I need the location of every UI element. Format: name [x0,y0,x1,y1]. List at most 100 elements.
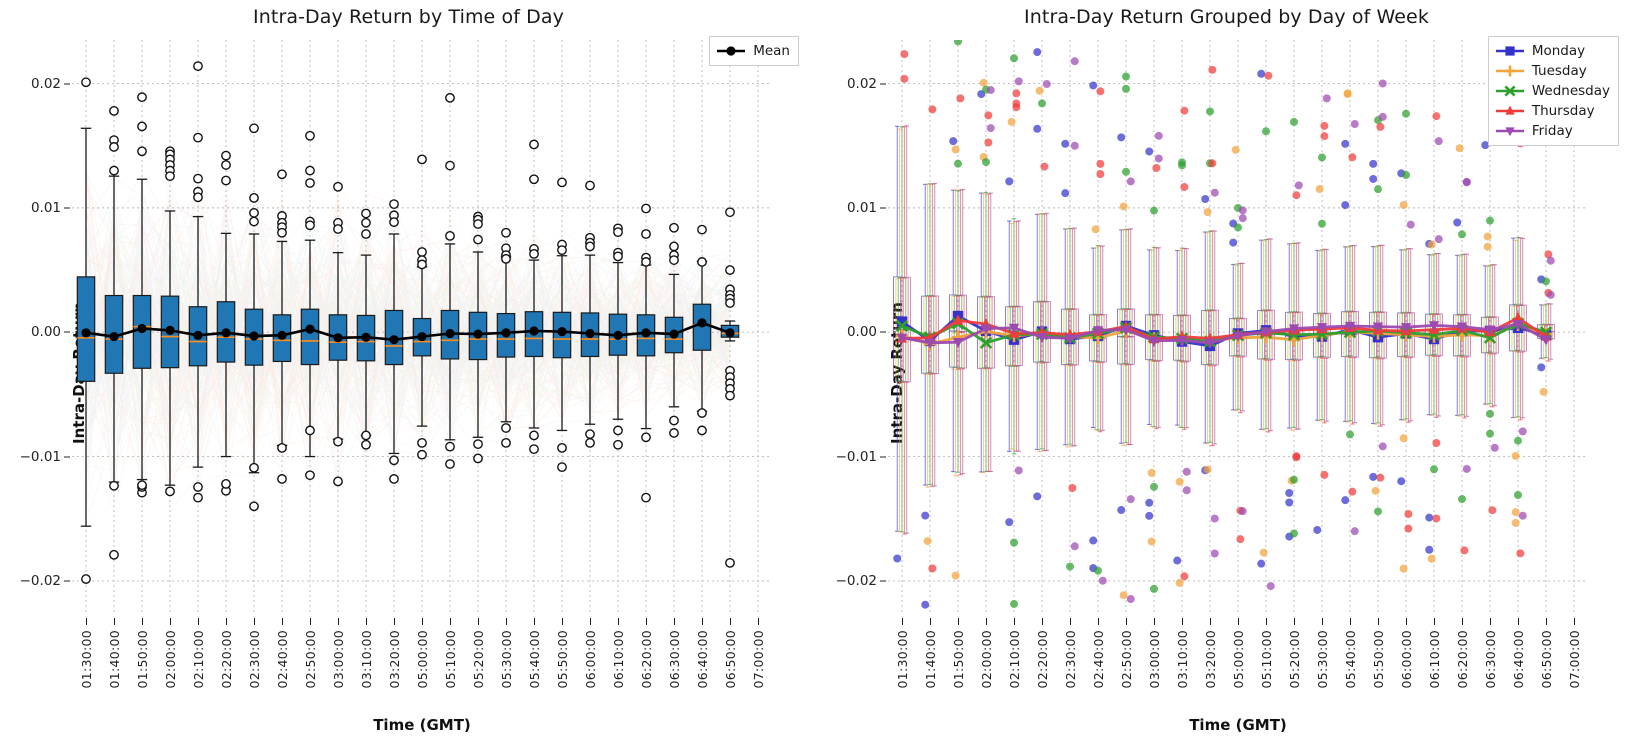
x-tick-mark [309,618,311,625]
plot-area-right [888,40,1588,612]
legend-label: Thursday [1531,103,1595,119]
x-tick-mark [533,618,535,625]
x-tick-label: 05:00:00 [415,630,430,689]
x-tick-mark [729,618,731,625]
x-tick-label: 07:00:00 [1567,630,1582,689]
x-tick-mark [421,618,423,625]
x-tick-label: 05:10:00 [443,630,458,689]
x-tick-label: 06:10:00 [1427,630,1442,689]
legend-left[interactable]: Mean [709,36,799,66]
x-tick-mark [1321,618,1323,625]
legend-item-friday[interactable]: Friday [1495,121,1610,141]
x-tick-label: 06:50:00 [1539,630,1554,689]
x-tick-labels-left: 01:30:00 01:40:00 01:50:00 02:00:00 02:10:00… [72,618,772,746]
x-tick-label: 05:20:00 [471,630,486,689]
x-tick-label: 06:20:00 [639,630,654,689]
y-tick-label: −0.02 [19,572,61,589]
y-tick-mark [64,331,70,333]
x-tick-mark [113,618,115,625]
x-tick-mark [1265,618,1267,625]
x-tick-label: 02:50:00 [1119,630,1134,689]
x-tick-label: 01:50:00 [951,630,966,689]
x-tick-mark [589,618,591,625]
x-tick-label: 02:20:00 [219,630,234,689]
x-tick-mark [1069,618,1071,625]
legend-swatch-triangle-up-icon [1495,105,1524,115]
x-tick-label: 02:10:00 [1007,630,1022,689]
y-tick-mark [64,456,70,458]
y-tick-mark [64,83,70,85]
x-tick-mark [1461,618,1463,625]
x-tick-mark [169,618,171,625]
x-tick-mark [1349,618,1351,625]
legend-label: Tuesday [1531,63,1587,79]
y-tick-label: 0.00 [30,324,61,341]
legend-swatch-x-icon [1495,85,1524,97]
x-tick-label: 07:00:00 [751,630,766,689]
x-tick-mark [337,618,339,625]
y-tick-mark [64,207,70,209]
y-tick-mark [64,580,70,582]
legend-item-thursday[interactable]: Thursday [1495,101,1610,121]
legend-item-monday[interactable]: Monday [1495,41,1610,61]
x-axis-label-right: Time (GMT) [1189,716,1287,734]
legend-item-mean[interactable]: Mean [716,41,790,61]
x-tick-mark [393,618,395,625]
x-tick-label: 06:40:00 [695,630,710,689]
x-tick-label: 05:50:00 [555,630,570,689]
x-tick-label: 03:00:00 [331,630,346,689]
x-tick-label: 03:20:00 [1203,630,1218,689]
chart-title-right: Intra-Day Return Grouped by Day of Week [1024,6,1429,28]
x-tick-mark [757,618,759,625]
y-tick-label: 0.02 [30,75,61,92]
x-tick-label: 06:00:00 [583,630,598,689]
x-tick-mark [1209,618,1211,625]
y-tick-label: 0.02 [846,75,877,92]
x-tick-label: 01:30:00 [895,630,910,689]
x-tick-labels-right: 01:30:00 01:40:00 01:50:00 02:00:00 02:10:00… [888,618,1588,746]
x-tick-label: 02:30:00 [247,630,262,689]
x-tick-label: 01:30:00 [79,630,94,689]
x-tick-mark [225,618,227,625]
x-tick-mark [957,618,959,625]
x-tick-label: 05:10:00 [1259,630,1274,689]
x-tick-label: 02:40:00 [1091,630,1106,689]
legend-item-tuesday[interactable]: Tuesday [1495,61,1610,81]
x-tick-mark [1013,618,1015,625]
legend-label: Mean [753,43,790,59]
legend-label: Friday [1531,123,1573,139]
y-tick-mark [880,331,886,333]
x-tick-mark [477,618,479,625]
x-tick-mark [85,618,87,625]
x-tick-mark [449,618,451,625]
x-tick-mark [1377,618,1379,625]
x-tick-label: 03:10:00 [359,630,374,689]
x-tick-label: 02:30:00 [1063,630,1078,689]
x-tick-mark [1545,618,1547,625]
x-tick-label: 03:20:00 [387,630,402,689]
x-tick-label: 05:50:00 [1371,630,1386,689]
x-tick-label: 02:20:00 [1035,630,1050,689]
x-tick-mark [1125,618,1127,625]
x-tick-mark [645,618,647,625]
x-tick-mark [1293,618,1295,625]
legend-item-wednesday[interactable]: Wednesday [1495,81,1610,101]
x-tick-label: 03:00:00 [1147,630,1162,689]
legend-right[interactable]: Monday Tuesday Wednesday Thursday Friday [1487,36,1619,146]
x-tick-label: 06:40:00 [1511,630,1526,689]
boxplot-canvas-right [888,40,1588,612]
x-tick-mark [929,618,931,625]
x-tick-label: 05:40:00 [1343,630,1358,689]
x-tick-mark [1237,618,1239,625]
x-tick-label: 01:50:00 [135,630,150,689]
legend-label: Monday [1531,43,1586,59]
x-tick-label: 06:20:00 [1455,630,1470,689]
y-tick-mark [880,83,886,85]
x-tick-mark [1517,618,1519,625]
x-tick-mark [1153,618,1155,625]
panel-right: Intra-Day Return Grouped by Day of Week … [818,0,1635,745]
x-tick-mark [617,618,619,625]
x-tick-label: 02:00:00 [163,630,178,689]
x-tick-label: 05:40:00 [527,630,542,689]
